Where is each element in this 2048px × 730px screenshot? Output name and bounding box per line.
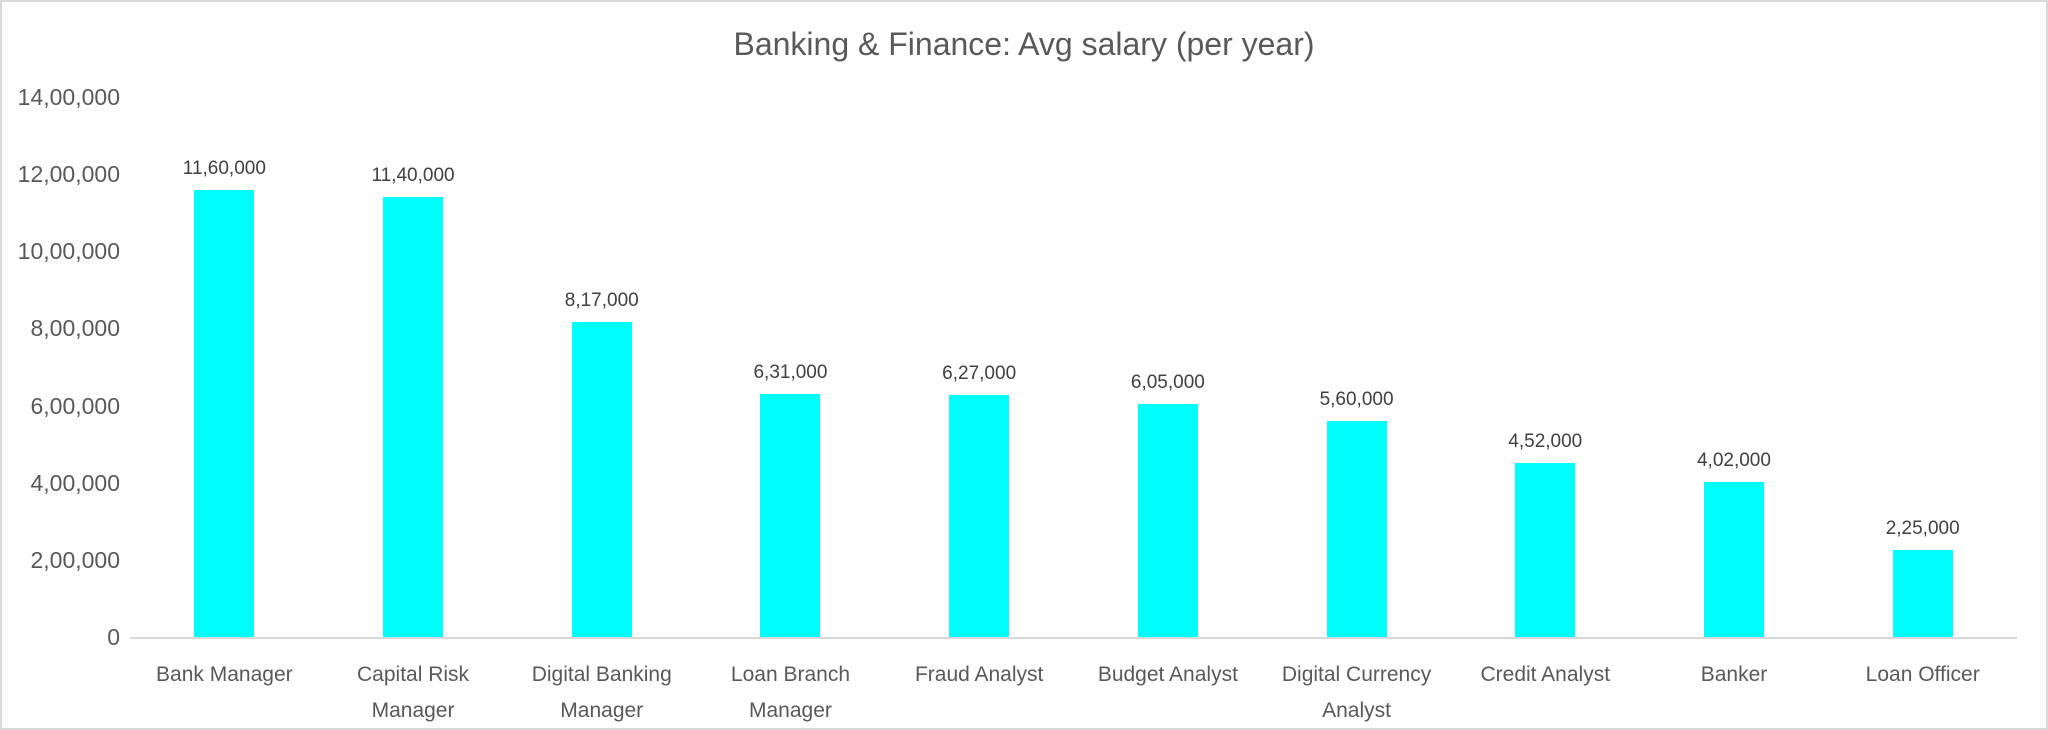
y-tick-label: 10,00,000	[17, 238, 120, 265]
bar-value-label: 11,60,000	[182, 157, 266, 179]
bar-value-label: 6,27,000	[942, 363, 1017, 385]
bar-column: 11,40,000	[319, 97, 508, 637]
bar	[571, 321, 632, 637]
y-axis: 14,00,000 12,00,000 10,00,000 8,00,000 6,00,…	[2, 84, 120, 650]
bar-column: 4,02,000	[1640, 97, 1829, 637]
bar-value-label: 6,05,000	[1130, 371, 1205, 393]
plot-area: 11,60,000 11,40,000 8,17,000 6,31,000 6,27,0…	[130, 97, 2017, 639]
bar	[1326, 421, 1387, 637]
y-tick-label: 12,00,000	[17, 161, 120, 188]
x-category-label: Digital Currency Analyst	[1262, 657, 1451, 728]
bar-column: 6,05,000	[1074, 97, 1263, 637]
bar-value-label: 8,17,000	[564, 289, 639, 311]
chart-title: Banking & Finance: Avg salary (per year)	[733, 26, 1315, 62]
x-category-label: Banker	[1640, 657, 1829, 693]
bar-column: 5,60,000	[1262, 97, 1451, 637]
x-category-label-text: Digital Currency Analyst	[1281, 663, 1432, 722]
x-axis: Bank Manager Capital Risk Manager Digital …	[130, 657, 2017, 728]
bar	[1137, 403, 1198, 637]
x-category-label: Loan Branch Manager	[696, 657, 885, 728]
x-category-label-text: Banker	[1700, 663, 1768, 686]
x-category-label-text: Bank Manager	[156, 663, 293, 686]
x-category-label: Budget Analyst	[1074, 657, 1263, 693]
x-category-label: Capital Risk Manager	[319, 657, 508, 728]
bar	[1515, 462, 1576, 637]
x-category-label-text: Digital Banking Manager	[531, 663, 672, 722]
bar-column: 6,27,000	[885, 97, 1074, 637]
bar-value-label: 11,40,000	[371, 165, 455, 187]
y-tick-label: 8,00,000	[30, 315, 120, 342]
bar	[383, 197, 444, 637]
x-category-label: Loan Officer	[1828, 657, 2017, 693]
x-category-label: Fraud Analyst	[885, 657, 1074, 693]
bar-column: 6,31,000	[696, 97, 885, 637]
x-category-label: Digital Banking Manager	[507, 657, 696, 728]
bar	[194, 189, 255, 637]
bar-column: 11,60,000	[130, 97, 319, 637]
x-category-label-text: Capital Risk Manager	[357, 663, 470, 722]
bar-value-label: 6,31,000	[753, 361, 828, 383]
bar-column: 2,25,000	[1828, 97, 2017, 637]
x-category-label-text: Budget Analyst	[1097, 663, 1238, 686]
bar	[949, 395, 1010, 637]
x-category-label-text: Loan Branch Manager	[730, 663, 850, 722]
bar-value-label: 2,25,000	[1885, 518, 1960, 540]
bar-column: 4,52,000	[1451, 97, 1640, 637]
y-tick-label: 4,00,000	[30, 469, 120, 496]
x-category-label-text: Fraud Analyst	[914, 663, 1044, 686]
y-tick-label: 0	[107, 624, 120, 650]
y-tick-label: 6,00,000	[30, 392, 120, 419]
bar	[1892, 550, 1953, 637]
bar-column: 8,17,000	[507, 97, 696, 637]
bar-value-label: 4,52,000	[1508, 430, 1583, 452]
x-category-label: Credit Analyst	[1451, 657, 1640, 693]
bar	[1703, 481, 1764, 637]
bar-value-label: 5,60,000	[1319, 389, 1394, 410]
y-tick-label: 2,00,000	[30, 546, 120, 573]
bar-value-label: 4,02,000	[1696, 449, 1771, 471]
bar	[760, 393, 821, 637]
x-category-label-text: Loan Officer	[1865, 663, 1980, 686]
x-category-label-text: Credit Analyst	[1480, 663, 1611, 686]
x-category-label: Bank Manager	[130, 657, 319, 693]
y-tick-label: 14,00,000	[17, 84, 120, 110]
